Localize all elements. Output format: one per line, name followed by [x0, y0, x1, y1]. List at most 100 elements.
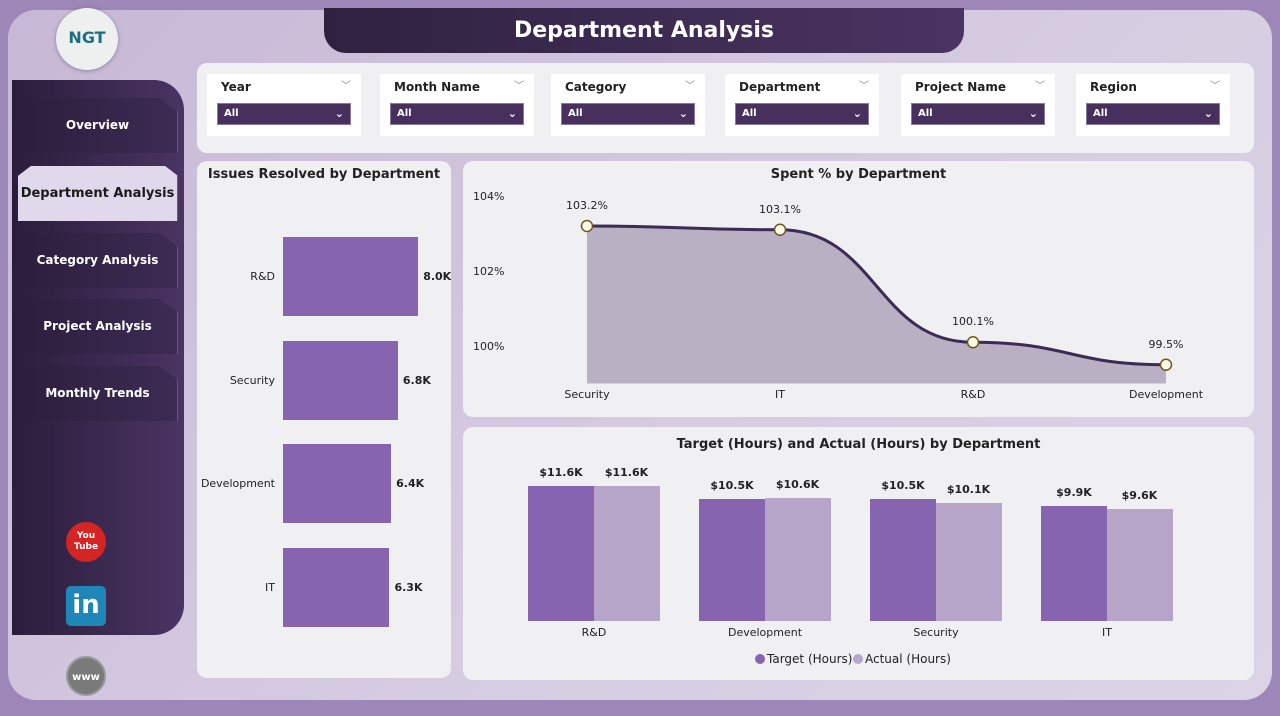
nav-department-analysis[interactable]: Department Analysis — [18, 166, 178, 221]
nav-project-analysis[interactable]: Project Analysis — [18, 299, 178, 354]
legend-label: Target (Hours) — [767, 652, 853, 666]
ngt-logo: NGT — [56, 8, 118, 70]
x-tick-label: Development — [727, 626, 803, 639]
x-tick-label: R&D — [581, 626, 607, 639]
filter-label: Department — [739, 80, 821, 94]
bar-category-label: Security — [229, 374, 275, 387]
filter-dropdown[interactable]: All ⌄ — [561, 103, 695, 125]
chevron-down-icon: ⌄ — [1028, 107, 1038, 120]
issues-chart-title: Issues Resolved by Department — [207, 167, 441, 182]
chevron-down-icon: ⌄ — [334, 107, 344, 120]
bar-data-label: $10.6K — [775, 477, 820, 491]
bar-data-label: $10.1K — [946, 483, 991, 497]
bar-data-label: $10.5K — [710, 478, 754, 492]
bar-category-label: IT — [265, 581, 275, 594]
filter-label: Month Name — [394, 80, 480, 94]
filter-value: All — [742, 108, 757, 119]
filter-label: Project Name — [915, 80, 1007, 94]
actual-bar — [935, 503, 1002, 621]
actual-bar — [1106, 509, 1173, 621]
page-title: Department Analysis — [324, 8, 964, 53]
legend-marker — [853, 654, 863, 664]
nav-category-analysis[interactable]: Category Analysis — [18, 233, 178, 288]
bar-category-label: R&D — [250, 270, 275, 283]
point-data-label: 99.5% — [1148, 337, 1184, 351]
issues-bar — [283, 341, 398, 420]
chevron-down-icon[interactable]: ﹀ — [685, 81, 695, 92]
filter-category[interactable]: Category ﹀ All ⌄ — [551, 74, 705, 136]
filter-value: All — [568, 108, 583, 119]
actual-bar — [764, 497, 831, 621]
filter-label: Category — [565, 80, 627, 94]
target-bar — [870, 498, 936, 621]
target-bar — [1041, 505, 1107, 621]
filter-dropdown[interactable]: All ⌄ — [390, 103, 524, 125]
target-actual-chart-title: Target (Hours) and Actual (Hours) by Dep… — [676, 437, 1041, 452]
chevron-down-icon: ⌄ — [852, 107, 862, 120]
actual-bar — [593, 485, 660, 621]
chevron-down-icon: ⌄ — [507, 107, 517, 120]
filter-dropdown[interactable]: All ⌄ — [217, 103, 351, 125]
youtube-icon[interactable]: You Tube — [66, 522, 106, 562]
nav-overview[interactable]: Overview — [18, 98, 178, 153]
x-tick-label: Security — [564, 388, 610, 401]
bar-data-label: 6.3K — [394, 581, 423, 594]
bar-data-label: $9.6K — [1121, 489, 1158, 503]
globe-www-icon[interactable]: www — [66, 656, 106, 696]
bar-data-label: 6.8K — [402, 374, 431, 387]
filter-label: Region — [1090, 80, 1137, 94]
spent-area — [587, 226, 1166, 384]
spent-point — [966, 336, 980, 349]
filter-value: All — [1093, 108, 1108, 119]
filter-project-name[interactable]: Project Name ﹀ All ⌄ — [901, 74, 1055, 136]
bar-data-label: $11.6K — [539, 465, 583, 479]
x-tick-label: IT — [1102, 626, 1112, 639]
chevron-down-icon[interactable]: ﹀ — [514, 81, 524, 92]
bar-data-label: 6.4K — [396, 477, 425, 490]
chevron-down-icon: ⌄ — [678, 107, 688, 120]
chevron-down-icon[interactable]: ﹀ — [341, 81, 351, 92]
legend-label: Actual (Hours) — [865, 652, 951, 666]
y-tick-label: 102% — [473, 265, 505, 278]
linkedin-icon[interactable]: in — [66, 586, 106, 626]
filter-month-name[interactable]: Month Name ﹀ All ⌄ — [380, 74, 534, 136]
filter-dropdown[interactable]: All ⌄ — [911, 103, 1045, 125]
point-data-label: 103.2% — [566, 199, 608, 212]
chevron-down-icon: ⌄ — [1203, 107, 1213, 120]
target-bar — [528, 485, 594, 621]
filter-value: All — [224, 108, 239, 119]
x-tick-label: IT — [775, 388, 785, 401]
filter-value: All — [397, 108, 412, 119]
filter-year[interactable]: Year ﹀ All ⌄ — [207, 74, 361, 136]
chevron-down-icon[interactable]: ﹀ — [859, 81, 869, 92]
spent-point — [580, 219, 594, 233]
x-tick-label: Security — [913, 626, 959, 639]
filter-region[interactable]: Region ﹀ All ⌄ — [1076, 74, 1230, 136]
x-tick-label: R&D — [960, 388, 986, 401]
filter-dropdown[interactable]: All ⌄ — [1086, 103, 1220, 125]
bar-data-label: $11.6K — [604, 465, 649, 479]
bar-data-label: $9.9K — [1056, 485, 1092, 499]
issues-bar — [283, 444, 392, 523]
filter-dropdown[interactable]: All ⌄ — [735, 103, 869, 125]
nav-monthly-trends[interactable]: Monthly Trends — [18, 366, 178, 421]
legend-marker — [755, 654, 765, 664]
point-data-label: 100.1% — [952, 315, 994, 329]
bar-category-label: Development — [200, 477, 275, 490]
spent-point — [773, 223, 787, 236]
y-tick-label: 100% — [473, 340, 505, 353]
filter-label: Year — [221, 80, 251, 94]
x-tick-label: Development — [1128, 388, 1204, 401]
issues-bar — [283, 548, 390, 627]
spent-chart-title: Spent % by Department — [770, 167, 947, 182]
issues-bar — [283, 237, 419, 316]
filter-value: All — [918, 108, 933, 119]
chevron-down-icon[interactable]: ﹀ — [1035, 81, 1045, 92]
bar-data-label: $10.5K — [881, 478, 925, 492]
y-tick-label: 104% — [473, 190, 505, 203]
filter-department[interactable]: Department ﹀ All ⌄ — [725, 74, 879, 136]
target-bar — [699, 498, 765, 621]
spent-line — [586, 224, 1167, 367]
chevron-down-icon[interactable]: ﹀ — [1210, 81, 1220, 92]
